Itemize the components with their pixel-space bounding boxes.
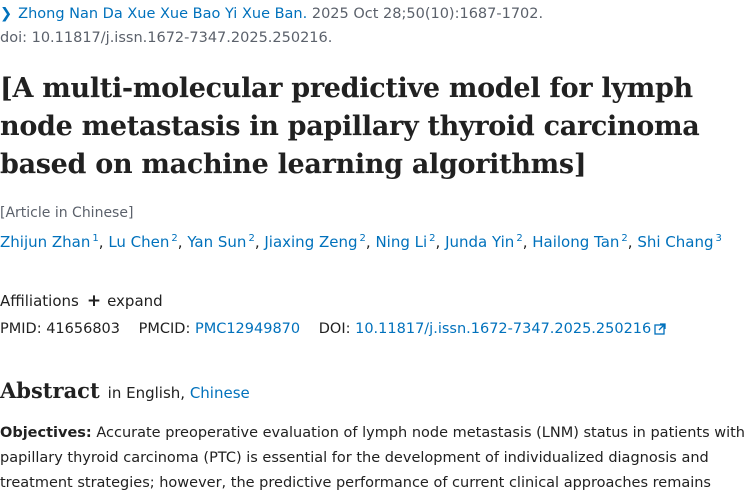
author-link[interactable]: Zhijun Zhan 1	[0, 233, 99, 251]
abstract-heading: Abstract	[0, 378, 100, 403]
abstract-objectives: Objectives: Accurate preoperative evalua…	[0, 421, 745, 496]
pmid-label: PMID:	[0, 321, 42, 337]
article-title: [A multi-molecular predictive model for …	[0, 73, 700, 180]
affiliation-number[interactable]: 2	[429, 233, 436, 244]
author-link[interactable]: Junda Yin 2	[445, 233, 523, 251]
affiliation-number[interactable]: 2	[171, 233, 178, 244]
citation-details: 2025 Oct 28;50(10):1687-1702.	[311, 6, 544, 22]
citation-line: ❯ Zhong Nan Da Xue Xue Bao Yi Xue Ban. 20…	[0, 3, 543, 25]
abstract-heading-row: Abstract in English, Chinese	[0, 378, 250, 403]
author-link[interactable]: Shi Chang 3	[637, 233, 722, 251]
author-link[interactable]: Lu Chen 2	[108, 233, 178, 251]
objectives-label: Objectives:	[0, 425, 92, 441]
author-link[interactable]: Ning Li 2	[375, 233, 436, 251]
affiliation-number[interactable]: 2	[359, 233, 366, 244]
affiliations-row: Affiliations + expand	[0, 290, 163, 312]
doi-link[interactable]: 10.11817/j.issn.1672-7347.2025.250216	[355, 321, 666, 337]
citation-doi: doi: 10.11817/j.issn.1672-7347.2025.2502…	[0, 30, 333, 46]
abstract-language: in English, Chinese	[107, 384, 250, 402]
author-list: Zhijun Zhan 1, Lu Chen 2, Yan Sun 2, Jiaxin…	[0, 233, 722, 251]
affiliations-label: Affiliations	[0, 292, 79, 310]
author-link[interactable]: Jiaxing Zeng 2	[264, 233, 366, 251]
affiliation-number[interactable]: 2	[516, 233, 523, 244]
affiliation-number[interactable]: 2	[621, 233, 628, 244]
expand-label: expand	[107, 292, 163, 310]
chevron-right-icon[interactable]: ❯	[0, 6, 13, 22]
affiliation-number[interactable]: 3	[715, 233, 722, 244]
affiliation-number[interactable]: 1	[92, 233, 99, 244]
pmcid-label: PMCID:	[138, 321, 191, 337]
external-link-icon	[654, 320, 666, 342]
author-link[interactable]: Hailong Tan 2	[532, 233, 628, 251]
objectives-text: Accurate preoperative evaluation of lymp…	[0, 425, 745, 491]
journal-link[interactable]: Zhong Nan Da Xue Xue Bao Yi Xue Ban.	[18, 6, 308, 22]
author-link[interactable]: Yan Sun 2	[187, 233, 255, 251]
article-language: [Article in Chinese]	[0, 205, 134, 221]
expand-affiliations-button[interactable]: + expand	[87, 290, 163, 312]
chinese-abstract-link[interactable]: Chinese	[189, 384, 250, 402]
pmcid-link[interactable]: PMC12949870	[194, 321, 301, 337]
affiliation-number[interactable]: 2	[248, 233, 255, 244]
pmid-value: 41656803	[46, 321, 121, 337]
plus-icon: +	[86, 291, 102, 311]
doi-label: DOI:	[318, 321, 351, 337]
identifiers-row: PMID: 41656803 PMCID: PMC12949870 DOI: 1…	[0, 318, 666, 342]
